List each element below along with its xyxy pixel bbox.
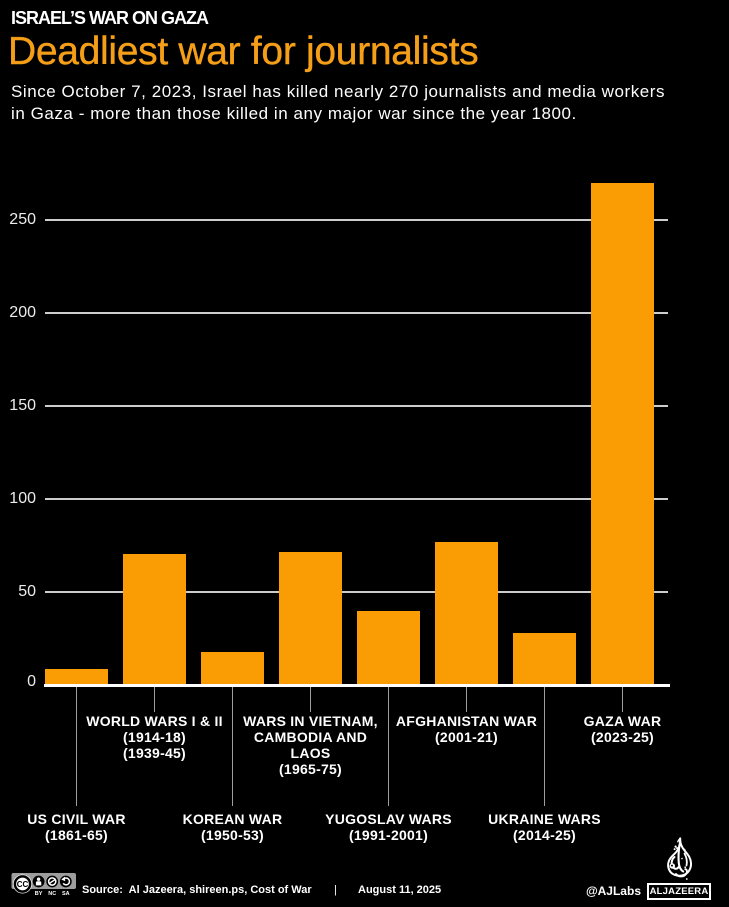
svg-text:CC: CC [17,880,29,889]
svg-text:BY: BY [35,891,43,897]
svg-text:NC: NC [48,891,56,897]
svg-text:SA: SA [62,891,70,897]
